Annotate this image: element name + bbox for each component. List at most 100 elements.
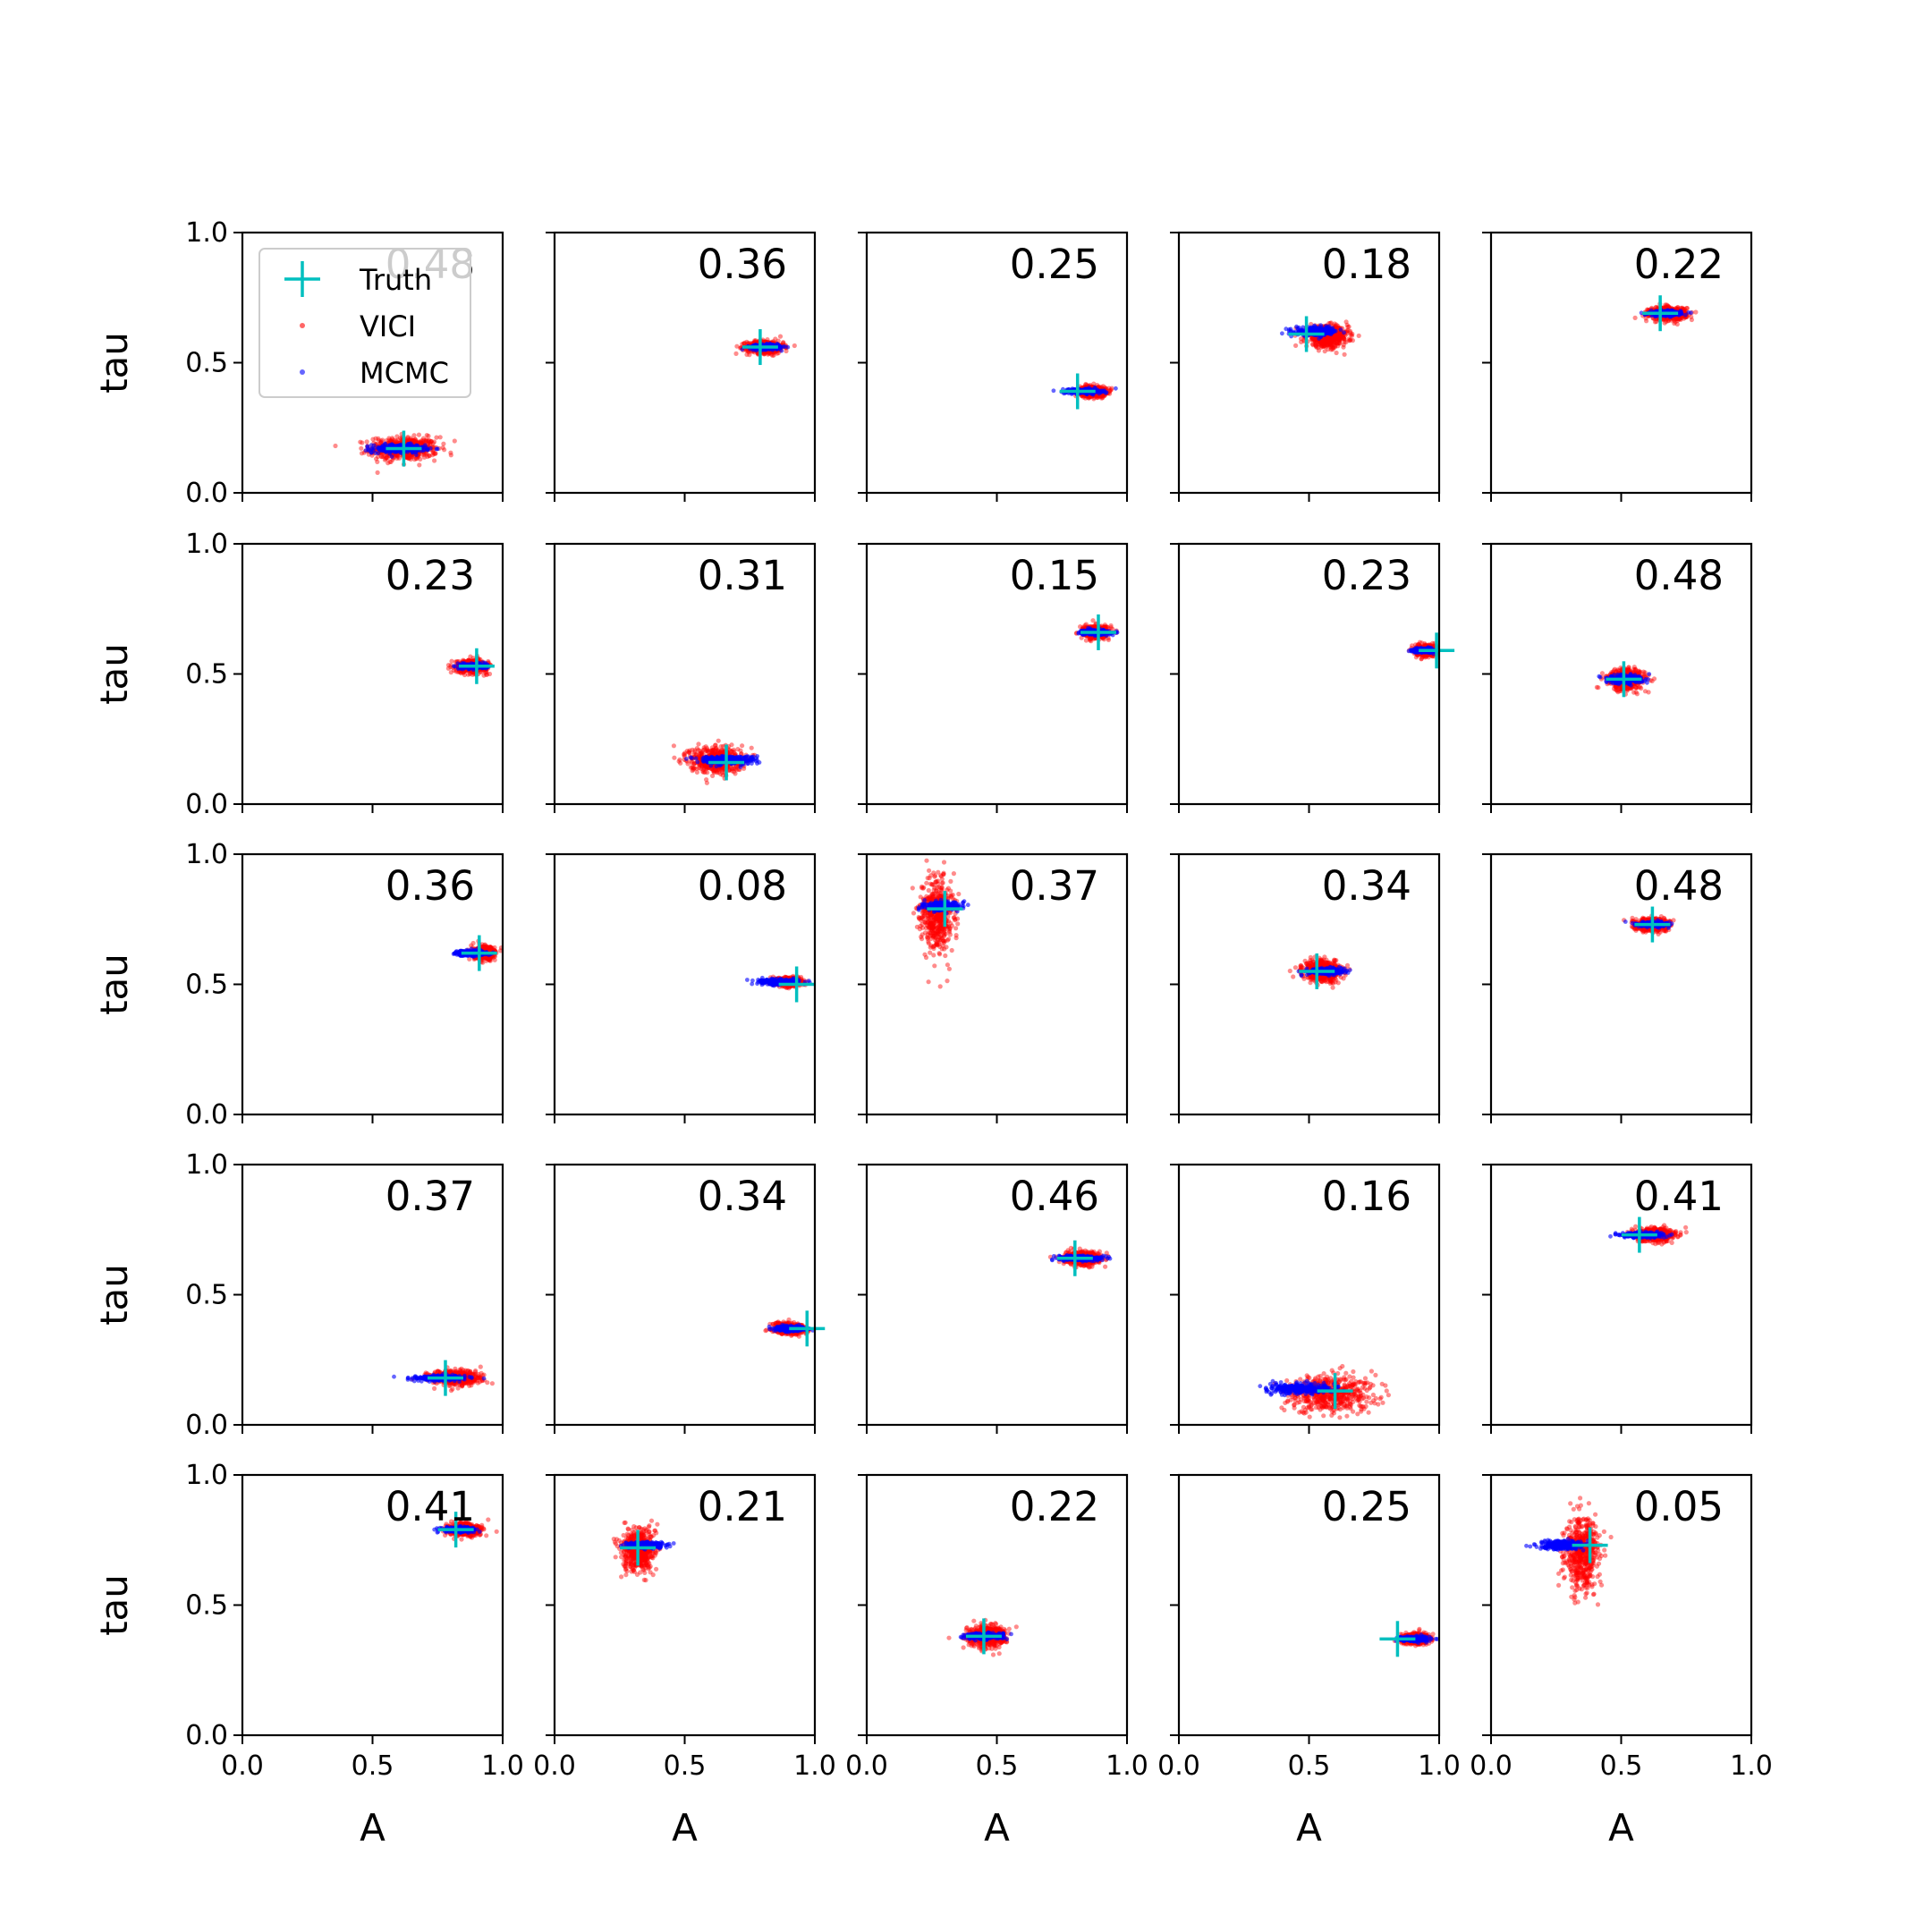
- vici-sample: [405, 436, 411, 441]
- vici-sample: [1318, 344, 1324, 350]
- vici-sample: [777, 334, 784, 339]
- vici-sample: [1335, 335, 1341, 341]
- vici-sample: [393, 453, 398, 459]
- vici-sample: [461, 670, 466, 675]
- vici-sample: [395, 437, 401, 443]
- vici-sample: [1333, 333, 1338, 338]
- vici-sample: [1316, 342, 1321, 347]
- mcmc-sample: [425, 446, 430, 451]
- vici-sample: [1095, 394, 1100, 400]
- vici-sample: [747, 352, 752, 358]
- vici-sample: [431, 439, 437, 445]
- vici-sample: [686, 750, 691, 755]
- mcmc-sample: [1312, 328, 1318, 333]
- vici-sample: [1326, 336, 1331, 342]
- vici-sample: [1325, 336, 1330, 342]
- vici-sample: [396, 455, 402, 461]
- vici-sample: [483, 670, 488, 675]
- vici-sample: [1331, 335, 1336, 340]
- vici-sample: [1321, 339, 1326, 344]
- vici-sample: [1632, 315, 1638, 320]
- vici-sample: [1319, 343, 1325, 349]
- vici-sample: [478, 657, 483, 662]
- vici-sample: [1323, 344, 1328, 350]
- truth-marker: [1288, 316, 1325, 352]
- vici-sample: [414, 455, 419, 462]
- vici-sample: [1322, 336, 1327, 342]
- vici-sample: [413, 456, 419, 462]
- vici-sample: [775, 351, 781, 356]
- vici-sample: [1329, 335, 1335, 342]
- vici-sample: [423, 438, 428, 444]
- vici-sample: [386, 437, 392, 443]
- vici-sample: [1356, 333, 1361, 338]
- vici-sample: [1325, 335, 1330, 341]
- vici-sample: [1312, 337, 1318, 343]
- vici-sample: [1107, 389, 1113, 394]
- vici-sample: [1335, 336, 1340, 342]
- vici-sample: [1336, 335, 1342, 340]
- vici-sample: [1338, 333, 1343, 338]
- vici-sample: [373, 436, 378, 441]
- vici-sample: [762, 352, 767, 357]
- vici-sample: [1346, 338, 1352, 343]
- vici-sample: [1100, 395, 1106, 401]
- vici-sample: [1664, 317, 1669, 322]
- vici-sample: [711, 770, 717, 775]
- vici-sample: [388, 459, 394, 465]
- vici-sample: [484, 672, 490, 677]
- vici-sample: [404, 454, 410, 460]
- vici-sample: [1326, 335, 1331, 340]
- vici-sample: [1321, 340, 1326, 345]
- vici-sample: [1337, 341, 1343, 346]
- vici-sample: [408, 437, 413, 443]
- vici-sample: [1675, 304, 1681, 310]
- vici-sample: [1665, 304, 1671, 309]
- vici-sample: [1324, 340, 1329, 345]
- vici-sample: [406, 455, 411, 461]
- vici-sample: [1100, 384, 1106, 389]
- vici-sample: [1091, 381, 1097, 386]
- vici-sample: [1343, 319, 1349, 325]
- vici-sample: [1335, 343, 1341, 349]
- vici-sample: [1321, 341, 1326, 346]
- vici-sample: [418, 440, 424, 445]
- vici-sample: [1326, 335, 1331, 340]
- vici-sample: [1337, 336, 1343, 343]
- vici-sample: [738, 748, 743, 753]
- y-axis-label: tau: [92, 643, 136, 705]
- vici-sample: [1349, 333, 1355, 338]
- panel-samples: [333, 431, 457, 476]
- vici-sample: [1663, 304, 1668, 309]
- vici-sample: [423, 437, 429, 443]
- vici-sample: [1327, 341, 1333, 346]
- vici-sample: [1313, 339, 1318, 344]
- mcmc-sample: [1318, 335, 1324, 339]
- vici-sample: [1330, 338, 1336, 343]
- vici-sample: [479, 669, 484, 674]
- mcmc-sample: [1295, 326, 1300, 331]
- vici-sample: [1333, 335, 1338, 341]
- vici-sample: [1325, 343, 1330, 348]
- vici-sample: [421, 452, 427, 457]
- vici-sample: [1665, 318, 1671, 323]
- vici-sample: [1328, 341, 1334, 346]
- vici-sample: [481, 673, 487, 678]
- vici-sample: [1335, 341, 1340, 346]
- mcmc-sample: [1326, 325, 1331, 330]
- vici-sample: [1676, 317, 1682, 322]
- vici-sample: [1085, 395, 1091, 401]
- vici-sample: [1677, 316, 1682, 321]
- vici-sample: [1086, 395, 1091, 401]
- mcmc-sample: [395, 444, 401, 448]
- vici-sample: [1313, 343, 1318, 348]
- vici-sample: [1341, 342, 1346, 348]
- vici-sample: [418, 439, 423, 445]
- vici-sample: [1312, 338, 1318, 343]
- vici-sample: [1324, 342, 1330, 347]
- vici-sample: [672, 755, 677, 760]
- vici-sample: [484, 670, 489, 675]
- vici-sample: [1319, 343, 1325, 349]
- vici-sample: [1664, 318, 1669, 325]
- vici-sample: [1333, 340, 1338, 345]
